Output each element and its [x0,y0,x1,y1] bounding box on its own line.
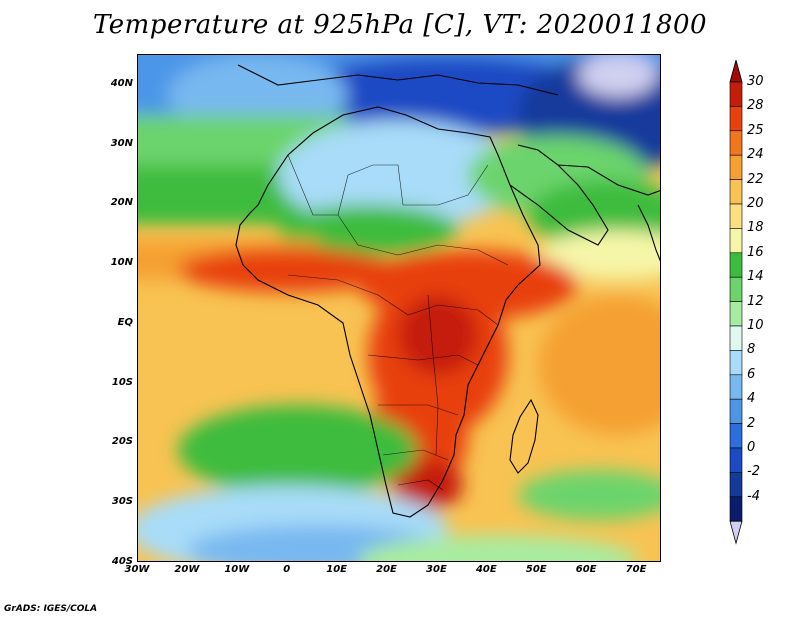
colorbar-swatch [729,350,743,376]
colorbar-swatch [729,496,743,522]
colorbar-swatch [729,106,743,132]
colorbar-level-label: -4 [747,488,760,504]
lon-tick-label: 0 [283,564,291,575]
colorbar-swatch [729,472,743,498]
colorbar-swatch [729,228,743,254]
colorbar-level-label: 24 [747,147,764,163]
coastlines [235,64,660,518]
lat-tick-label: EQ [117,316,133,328]
colorbar-swatch [729,447,743,473]
lon-tick-label: 60E [575,564,597,575]
map-title: Temperature at 925hPa [C], VT: 202001180… [92,10,708,40]
lat-tick-label: 10N [110,257,133,269]
colorbar [729,60,743,545]
lat-tick-label: 20N [110,197,133,209]
colorbar-level-label: 18 [747,220,764,236]
lon-tick-label: 10W [224,564,250,575]
colorbar-level-label: 16 [747,244,764,260]
colorbar-level-label: 14 [747,269,764,285]
colorbar-level-label: 8 [747,342,756,358]
temperature-map [138,55,660,561]
colorbar-bottom-arrow [729,520,743,545]
lon-tick-label: 20W [174,564,200,575]
lon-tick-label: 50E [525,564,547,575]
colorbar-level-label: 30 [747,74,764,89]
lon-tick-label: 10E [326,564,347,575]
lon-tick-label: 30E [426,564,447,575]
colorbar-level-label: 0 [747,440,756,455]
colorbar-swatch [729,374,743,400]
colorbar-level-label: 22 [747,171,764,187]
lat-tick-label: 40S [111,556,133,567]
colorbar-level-label: 20 [747,196,764,211]
lon-tick-label: 70E [625,564,647,575]
colorbar-level-label: 25 [747,122,764,138]
colorbar-swatch [729,154,743,180]
colorbar-swatch [729,423,743,449]
colorbar-level-label: -2 [747,464,760,480]
map-panel [137,54,661,562]
colorbar-swatch [729,203,743,229]
lat-tick-label: 40N [110,77,133,89]
colorbar-level-label: 2 [747,415,756,431]
colorbar-swatch [729,398,743,424]
colorbar-level-label: 28 [747,98,764,114]
colorbar-swatch [729,301,743,327]
lat-tick-label: 30S [111,496,133,508]
colorbar-level-label: 4 [747,391,756,407]
colorbar-swatch [729,276,743,302]
lon-tick-label: 40E [475,564,497,575]
colorbar-swatch [729,130,743,156]
colorbar-level-label: 10 [747,318,764,333]
colorbar-swatch [729,81,743,107]
lon-tick-label: 30W [124,564,150,575]
colorbar-level-label: 12 [747,293,764,309]
colorbar-swatch [729,252,743,278]
colorbar-top-arrow [729,60,743,83]
lon-tick-label: 20E [376,564,397,575]
lat-tick-label: 20S [111,436,133,448]
colorbar-level-label: 6 [747,366,756,382]
country-borders [287,154,509,491]
lat-tick-label: 30N [110,137,133,149]
grads-credit: GrADS: IGES/COLA [4,604,98,614]
lat-tick-label: 10S [111,376,133,388]
colorbar-swatch [729,179,743,205]
colorbar-swatch [729,325,743,351]
